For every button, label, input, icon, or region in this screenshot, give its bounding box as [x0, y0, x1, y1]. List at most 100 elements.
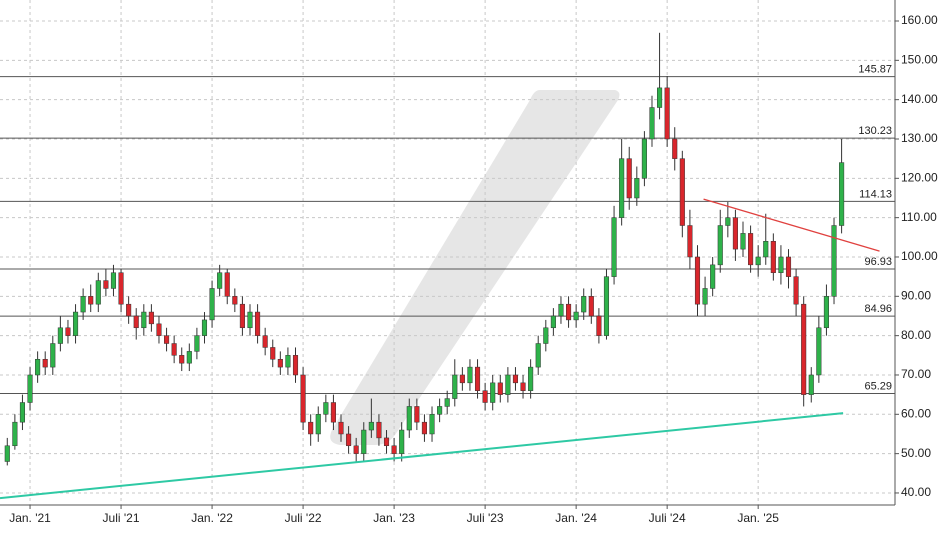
candle-body [702, 288, 708, 305]
candle-body [839, 162, 845, 226]
candle-body [831, 225, 837, 297]
candle-body [543, 327, 549, 344]
candle-body [148, 311, 154, 325]
candle-body [694, 256, 701, 305]
candle-body [512, 374, 519, 384]
candle-body [300, 374, 306, 423]
candle-body [467, 366, 473, 384]
candle-body [88, 296, 94, 305]
candle-body [164, 335, 170, 344]
candle-body [732, 217, 738, 250]
x-tick-label: Jan. '22 [191, 511, 233, 525]
candle-body [672, 138, 678, 159]
candle-body [27, 374, 33, 403]
candle-body [474, 366, 481, 391]
candle-body [679, 158, 685, 226]
candle-body [785, 256, 792, 277]
candle-body [626, 158, 632, 199]
candle-body [657, 87, 663, 108]
x-tick-label: Juli '23 [467, 511, 504, 525]
candle-body [50, 343, 56, 368]
candle-body [80, 296, 86, 313]
candle-body [270, 347, 276, 360]
candle-body [505, 374, 511, 395]
candle-body [224, 272, 230, 297]
candle-body [126, 303, 132, 317]
y-tick-label: 80.00 [901, 328, 931, 342]
candle-body [57, 327, 63, 344]
candle-body [611, 217, 617, 277]
candle-body [217, 272, 223, 289]
level-label: 65.29 [864, 380, 892, 392]
y-tick-label: 130.00 [901, 131, 938, 145]
candle-body [118, 272, 124, 305]
candle-body [740, 233, 746, 250]
candle-body [103, 280, 109, 289]
candle-body [566, 303, 572, 321]
candle-body [755, 256, 761, 266]
candle-body [239, 303, 245, 329]
candle-body [285, 355, 291, 368]
level-label: 130.23 [858, 125, 892, 137]
x-tick-label: Jan. '24 [555, 511, 597, 525]
candle-body [171, 343, 177, 356]
candle-body [247, 311, 253, 329]
x-tick-label: Jan. '21 [9, 511, 51, 525]
candle-body [437, 406, 443, 415]
candle-body [368, 421, 374, 431]
candle-body [292, 355, 299, 376]
trend-line [703, 198, 880, 252]
level-label: 145.87 [858, 63, 892, 75]
candle-body [550, 315, 556, 329]
candle-body [65, 327, 71, 336]
candle-body [596, 315, 602, 336]
y-tick-label: 60.00 [901, 406, 931, 420]
candle-body [520, 382, 526, 391]
candle-body [338, 421, 344, 435]
candle-body [19, 402, 26, 423]
y-tick-label: 110.00 [901, 210, 937, 224]
candle-body [323, 402, 329, 415]
candle-body [12, 421, 18, 447]
candle-body [346, 433, 352, 447]
y-tick-label: 150.00 [901, 53, 938, 67]
candle-body [4, 445, 10, 462]
y-tick-label: 40.00 [901, 485, 931, 499]
candle-body [391, 445, 397, 454]
candle-body [687, 225, 693, 258]
candle-body [232, 296, 238, 305]
candle-body [649, 107, 655, 140]
candle-body [528, 366, 534, 391]
candle-body [421, 421, 427, 435]
candle-body [808, 374, 814, 395]
candle-body [406, 406, 412, 431]
candle-body [315, 414, 321, 435]
y-tick-label: 160.00 [901, 13, 938, 27]
candle-body [308, 421, 314, 435]
candle-body [482, 390, 488, 403]
x-tick-label: Juli '21 [103, 511, 140, 525]
candle-body [194, 335, 200, 352]
y-tick-label: 50.00 [901, 446, 931, 460]
candle-body [823, 296, 829, 329]
y-tick-label: 100.00 [901, 249, 938, 263]
candle-body [277, 358, 283, 368]
candle-body [186, 351, 192, 364]
candle-body [763, 241, 769, 258]
candle-body [641, 138, 647, 179]
candle-body [793, 276, 799, 305]
candle-body [573, 311, 579, 321]
candle-body [399, 429, 405, 454]
candle-body [255, 311, 261, 336]
level-label: 114.13 [859, 188, 892, 200]
candle-body [444, 398, 450, 407]
candle-body [535, 343, 541, 368]
y-tick-label: 120.00 [901, 170, 938, 184]
candle-body [42, 358, 48, 368]
candle-body [95, 280, 101, 305]
trend-line [0, 412, 844, 500]
candle-body [581, 296, 587, 313]
candle-body [778, 256, 784, 273]
candle-body [452, 374, 458, 399]
candle-body [414, 406, 420, 423]
